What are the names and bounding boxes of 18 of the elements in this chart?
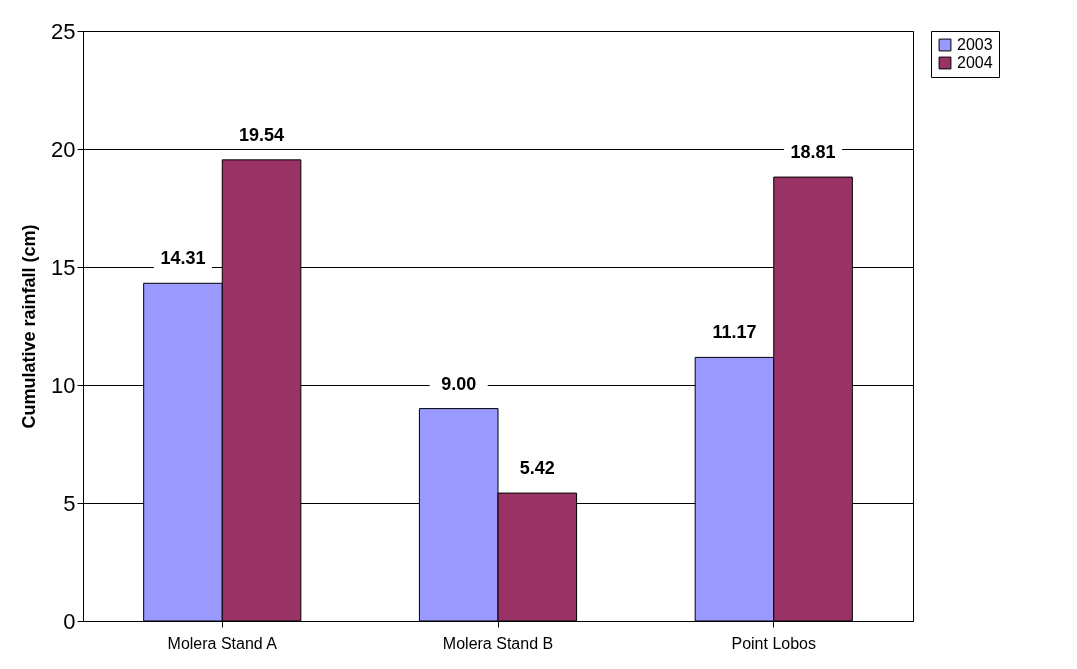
data-label: 19.54	[239, 124, 285, 145]
data-label: 14.31	[160, 248, 206, 269]
data-label: 11.17	[712, 322, 757, 343]
y-tick-label: 10	[51, 372, 76, 398]
data-label: 18.81	[790, 142, 836, 163]
legend-label: 2003	[957, 36, 993, 53]
legend-label: 2004	[957, 54, 993, 71]
y-tick-label: 25	[51, 18, 76, 44]
data-label: 9.00	[441, 373, 477, 394]
y-tick-label: 15	[51, 254, 76, 280]
y-tick-label: 0	[63, 608, 76, 634]
data-label: 5.42	[519, 458, 555, 479]
x-tick-label: Molera Stand B	[442, 634, 554, 652]
y-axis-title: Cumulative rainfall (cm)	[19, 224, 40, 429]
y-tick-label: 20	[51, 136, 76, 162]
x-tick-label: Point Lobos	[731, 634, 817, 652]
y-tick-label: 5	[63, 490, 76, 516]
x-tick-label: Molera Stand A	[167, 634, 278, 652]
